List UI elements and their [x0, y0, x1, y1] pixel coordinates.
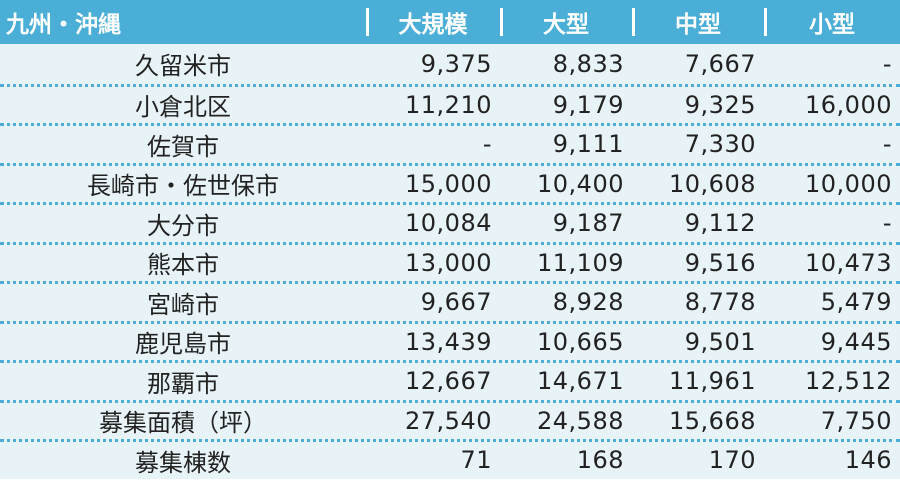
header-label: 中型: [675, 12, 721, 38]
table-row: 久留米市 9,375 8,833 7,667 -: [0, 44, 900, 84]
table-cell: 146: [844, 446, 892, 475]
table-cell: 9,179: [552, 90, 624, 119]
table-cell: 10,000: [805, 169, 892, 198]
table-cell: 7,750: [820, 406, 892, 435]
header-large-scale: 大規模: [366, 0, 500, 44]
header-label: 大型: [543, 12, 589, 38]
table-cell: 9,375: [420, 49, 492, 78]
table-cell: 11,961: [669, 367, 756, 396]
header-divider: [632, 8, 635, 36]
header-label: 九州・沖縄: [6, 12, 121, 38]
table-row: 小倉北区 11,210 9,179 9,325 16,000: [0, 83, 900, 123]
table-cell: 7,667: [684, 49, 756, 78]
row-label: 募集棟数: [135, 448, 231, 477]
table-cell: 9,516: [684, 248, 756, 277]
table-cell: 10,665: [537, 327, 624, 356]
table-header: 九州・沖縄 大規模 大型 中型 小型: [0, 0, 900, 44]
header-divider: [366, 8, 369, 36]
table-cell: 12,512: [805, 367, 892, 396]
row-label: 鹿児島市: [135, 330, 231, 359]
table-cell: -: [882, 130, 892, 159]
table-cell: 10,608: [669, 169, 756, 198]
table-row: 大分市 10,084 9,187 9,112 -: [0, 202, 900, 242]
table-cell: -: [482, 130, 492, 159]
row-label: 募集面積（坪）: [99, 409, 267, 438]
table-row: 佐賀市 - 9,111 7,330 -: [0, 123, 900, 163]
header-medium: 中型: [632, 0, 764, 44]
table-cell: 168: [576, 446, 624, 475]
row-label: 那覇市: [147, 369, 219, 398]
table-cell: 9,187: [552, 209, 624, 238]
table-row: 鹿児島市 13,439 10,665 9,501 9,445: [0, 320, 900, 360]
header-divider: [764, 8, 767, 36]
table-cell: 15,000: [405, 169, 492, 198]
header-label: 大規模: [398, 12, 468, 38]
table-cell: 9,501: [684, 327, 756, 356]
row-label: 長崎市・佐世保市: [87, 172, 279, 201]
table-cell: 8,778: [684, 288, 756, 317]
table-row: 熊本市 13,000 11,109 9,516 10,473: [0, 241, 900, 281]
table-cell: 13,439: [405, 327, 492, 356]
table-cell: 9,112: [684, 209, 756, 238]
header-divider: [500, 8, 503, 36]
table-cell: -: [882, 49, 892, 78]
table-cell: 10,473: [805, 248, 892, 277]
row-label: 小倉北区: [135, 93, 231, 122]
header-small: 小型: [764, 0, 900, 44]
header-large: 大型: [500, 0, 632, 44]
table-cell: 8,928: [552, 288, 624, 317]
table-row: 宮崎市 9,667 8,928 8,778 5,479: [0, 281, 900, 321]
table-cell: -: [882, 209, 892, 238]
table-cell: 9,445: [820, 327, 892, 356]
table-cell: 11,109: [537, 248, 624, 277]
row-label: 大分市: [147, 211, 219, 240]
table-row: 募集棟数 71 168 170 146: [0, 439, 900, 479]
table-cell: 15,668: [669, 406, 756, 435]
table-row: 那覇市 12,667 14,671 11,961 12,512: [0, 360, 900, 400]
table-cell: 24,588: [537, 406, 624, 435]
row-label: 佐賀市: [147, 132, 219, 161]
table-cell: 10,400: [537, 169, 624, 198]
row-label: 宮崎市: [147, 290, 219, 319]
table-cell: 9,667: [420, 288, 492, 317]
table-cell: 9,325: [684, 90, 756, 119]
table-cell: 71: [460, 446, 492, 475]
table-body: 久留米市 9,375 8,833 7,667 - 小倉北区 11,210 9,179 9,325…: [0, 44, 900, 479]
table-cell: 8,833: [552, 49, 624, 78]
table-cell: 170: [708, 446, 756, 475]
table-cell: 12,667: [405, 367, 492, 396]
row-label: 久留米市: [135, 52, 231, 81]
table-cell: 13,000: [405, 248, 492, 277]
table-cell: 10,084: [405, 209, 492, 238]
table-cell: 27,540: [405, 406, 492, 435]
header-label: 小型: [809, 12, 855, 38]
table-cell: 5,479: [820, 288, 892, 317]
table-row: 長崎市・佐世保市 15,000 10,400 10,608 10,000: [0, 162, 900, 202]
table-cell: 16,000: [805, 90, 892, 119]
header-region: 九州・沖縄: [0, 0, 366, 44]
row-label: 熊本市: [147, 251, 219, 280]
table-cell: 11,210: [405, 90, 492, 119]
table-cell: 14,671: [537, 367, 624, 396]
table-cell: 7,330: [684, 130, 756, 159]
table-row: 募集面積（坪） 27,540 24,588 15,668 7,750: [0, 399, 900, 439]
table-cell: 9,111: [552, 130, 624, 159]
